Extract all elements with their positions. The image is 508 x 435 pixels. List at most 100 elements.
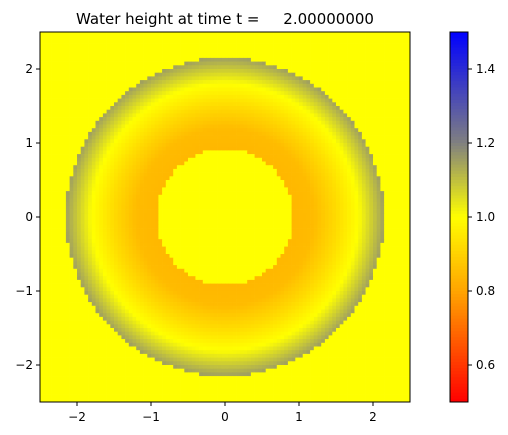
heatmap-cell (51, 150, 56, 155)
heatmap-cell (158, 35, 163, 40)
heatmap-cell (317, 191, 322, 196)
heatmap-cell (384, 120, 389, 125)
heatmap-cell (232, 61, 237, 66)
heatmap-cell (154, 39, 159, 44)
heatmap-cell (43, 205, 48, 210)
heatmap-cell (106, 57, 111, 62)
heatmap-cell (54, 157, 59, 162)
heatmap-cell (328, 180, 333, 185)
heatmap-cell (88, 87, 93, 92)
heatmap-cell (324, 120, 329, 125)
heatmap-cell (213, 150, 218, 155)
heatmap-cell (232, 87, 237, 92)
heatmap-cell (210, 176, 215, 181)
heatmap-cell (110, 106, 115, 111)
heatmap-cell (95, 94, 100, 99)
heatmap-cell (158, 113, 163, 118)
heatmap-cell (165, 65, 170, 70)
heatmap-cell (273, 168, 278, 173)
heatmap-cell (347, 165, 352, 170)
heatmap-cell (406, 43, 411, 48)
heatmap-cell (58, 35, 63, 40)
heatmap-cell (54, 154, 59, 159)
heatmap-cell (121, 183, 126, 188)
heatmap-cell (232, 143, 237, 148)
heatmap-cell (250, 76, 255, 81)
heatmap-cell (114, 146, 119, 151)
heatmap-cell (117, 154, 122, 159)
heatmap-cell (302, 139, 307, 144)
heatmap-cell (51, 80, 56, 85)
heatmap-cell (158, 180, 163, 185)
heatmap-cell (58, 109, 63, 114)
heatmap-cell (276, 43, 281, 48)
heatmap-cell (250, 176, 255, 181)
heatmap-cell (73, 198, 78, 203)
heatmap-cell (284, 120, 289, 125)
heatmap-cell (350, 50, 355, 55)
heatmap-cell (128, 91, 133, 96)
heatmap-cell (206, 131, 211, 136)
heatmap-cell (40, 124, 45, 129)
heatmap-cell (221, 32, 226, 37)
heatmap-cell (121, 150, 126, 155)
heatmap-cell (295, 120, 300, 125)
heatmap-cell (347, 120, 352, 125)
heatmap-cell (324, 128, 329, 133)
heatmap-cell (99, 32, 104, 37)
heatmap-cell (202, 80, 207, 85)
heatmap-cell (210, 172, 215, 177)
heatmap-cell (136, 91, 141, 96)
heatmap-cell (313, 106, 318, 111)
heatmap-cell (398, 117, 403, 122)
heatmap-cell (121, 72, 126, 77)
heatmap-cell (173, 157, 178, 162)
heatmap-cell (106, 183, 111, 188)
heatmap-cell (191, 94, 196, 99)
heatmap-cell (339, 180, 344, 185)
heatmap-cell (106, 187, 111, 192)
heatmap-cell (151, 124, 156, 129)
heatmap-cell (361, 172, 366, 177)
heatmap-cell (102, 165, 107, 170)
heatmap-cell (184, 131, 189, 136)
heatmap-cell (102, 117, 107, 122)
heatmap-cell (110, 157, 115, 162)
heatmap-cell (321, 191, 326, 196)
heatmap-cell (343, 165, 348, 170)
heatmap-cell (43, 165, 48, 170)
heatmap-cell (387, 113, 392, 118)
heatmap-cell (306, 187, 311, 192)
heatmap-cell (139, 113, 144, 118)
heatmap-cell (51, 209, 56, 214)
heatmap-cell (80, 113, 85, 118)
heatmap-cell (125, 183, 130, 188)
heatmap-cell (69, 154, 74, 159)
heatmap-cell (213, 187, 218, 192)
heatmap-cell (280, 124, 285, 129)
heatmap-cell (310, 161, 315, 166)
heatmap-cell (380, 146, 385, 151)
heatmap-cell (376, 150, 381, 155)
heatmap-cell (165, 128, 170, 133)
heatmap-cell (206, 161, 211, 166)
heatmap-cell (391, 87, 396, 92)
heatmap-cell (239, 61, 244, 66)
heatmap-cell (328, 120, 333, 125)
heatmap-cell (302, 83, 307, 88)
heatmap-cell (376, 213, 381, 218)
heatmap-cell (117, 205, 122, 210)
heatmap-cell (147, 113, 152, 118)
heatmap-cell (398, 183, 403, 188)
heatmap-cell (65, 46, 70, 51)
heatmap-cell (188, 202, 193, 207)
heatmap-cell (273, 113, 278, 118)
heatmap-cell (88, 154, 93, 159)
heatmap-cell (84, 50, 89, 55)
heatmap-cell (43, 57, 48, 62)
heatmap-cell (398, 128, 403, 133)
heatmap-cell (384, 106, 389, 111)
heatmap-cell (80, 176, 85, 181)
heatmap-cell (169, 128, 174, 133)
heatmap-cell (354, 69, 359, 74)
